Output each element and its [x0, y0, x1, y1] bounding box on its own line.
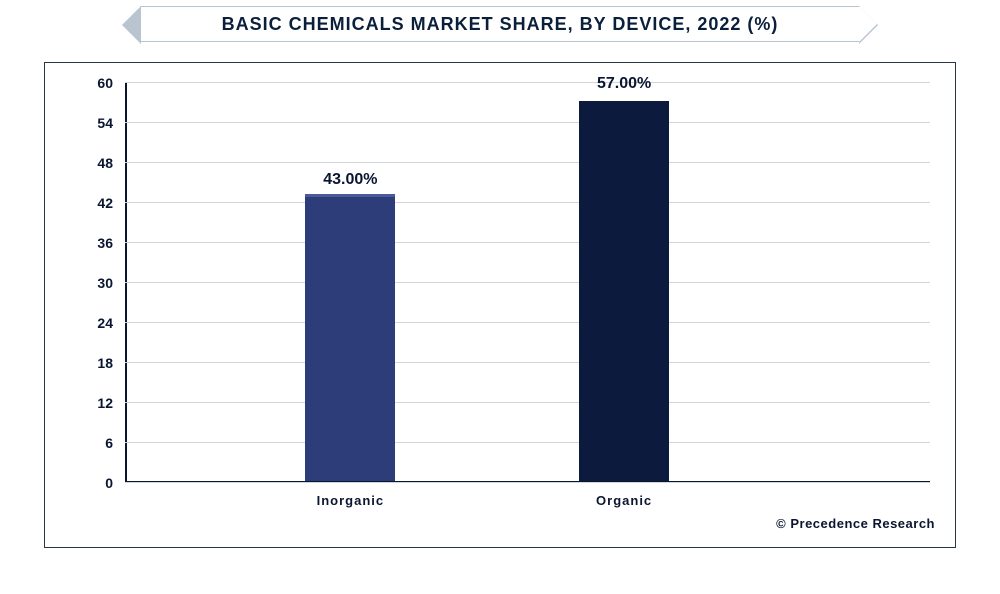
plot-area: 0 6 12 18 24 30 36 42 48 54 60 43.00% 57…: [125, 83, 930, 483]
y-tick-label: 42: [97, 196, 125, 210]
chart-title: Basic Chemicals Market Share, By Device,…: [222, 14, 779, 35]
y-tick-label: 24: [97, 316, 125, 330]
ribbon-left-edge: [122, 6, 141, 44]
chart-title-ribbon: Basic Chemicals Market Share, By Device,…: [140, 6, 860, 42]
gridline: [125, 242, 930, 243]
bar-value-label: 57.00%: [597, 75, 651, 93]
gridline: [125, 442, 930, 443]
attribution-text: © Precedence Research: [776, 516, 935, 531]
y-tick-label: 30: [97, 276, 125, 290]
gridline: [125, 162, 930, 163]
x-tick-label: Organic: [596, 483, 652, 508]
ribbon-right-edge: [859, 6, 878, 44]
bar-inorganic: 43.00%: [305, 194, 395, 481]
y-tick-label: 36: [97, 236, 125, 250]
gridline: [125, 122, 930, 123]
y-tick-label: 48: [97, 156, 125, 170]
y-axis-line: [125, 83, 127, 483]
gridline: [125, 362, 930, 363]
gridline: [125, 402, 930, 403]
y-tick-label: 54: [97, 116, 125, 130]
gridline: [125, 322, 930, 323]
gridline: [125, 82, 930, 83]
bar-value-label: 43.00%: [323, 171, 377, 189]
gridline: [125, 202, 930, 203]
bar-organic: 57.00%: [579, 101, 669, 481]
gridline: [125, 282, 930, 283]
x-tick-label: Inorganic: [317, 483, 385, 508]
y-tick-label: 0: [105, 476, 125, 490]
y-tick-label: 6: [105, 436, 125, 450]
gridline: [125, 482, 930, 483]
y-tick-label: 60: [97, 76, 125, 90]
y-tick-label: 12: [97, 396, 125, 410]
y-tick-label: 18: [97, 356, 125, 370]
chart-border: 0 6 12 18 24 30 36 42 48 54 60 43.00% 57…: [44, 62, 956, 548]
